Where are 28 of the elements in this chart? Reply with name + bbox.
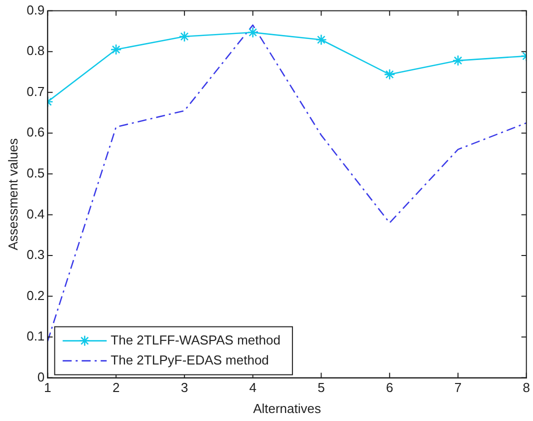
x-tick-label: 3 <box>180 380 188 396</box>
y-axis-title: Assessment values <box>5 138 20 250</box>
x-tick-label: 1 <box>44 380 52 396</box>
x-axis-title: Alternatives <box>253 400 322 416</box>
x-tick-label: 7 <box>454 380 462 396</box>
legend-label: The 2TLFF-WASPAS method <box>110 332 280 348</box>
y-tick-label: 0.3 <box>26 247 45 262</box>
y-tick-label: 0.8 <box>26 43 45 58</box>
y-tick-label: 0 <box>37 369 45 384</box>
point <box>384 68 396 80</box>
y-tick-label: 0.7 <box>26 84 45 99</box>
x-tick-label: 8 <box>522 380 530 396</box>
point <box>110 44 122 56</box>
point <box>452 54 464 66</box>
x-tick-label: 5 <box>318 380 325 396</box>
point <box>247 26 258 38</box>
y-tick-label: 0.1 <box>26 328 45 344</box>
y-tick-label: 0.6 <box>26 124 45 140</box>
point <box>316 34 327 46</box>
y-tick-label: 0.9 <box>26 2 45 18</box>
y-tick-label: 0.2 <box>26 288 45 303</box>
y-tick-label: 0.4 <box>26 206 45 222</box>
point <box>178 30 190 42</box>
x-tick-label: 4 <box>249 380 256 396</box>
legend-label: The 2TLPyF-EDAS method <box>110 352 269 368</box>
x-tick-label: 2 <box>112 380 120 396</box>
y-tick-label: 0.5 <box>26 165 45 180</box>
x-tick-label: 6 <box>386 380 394 396</box>
